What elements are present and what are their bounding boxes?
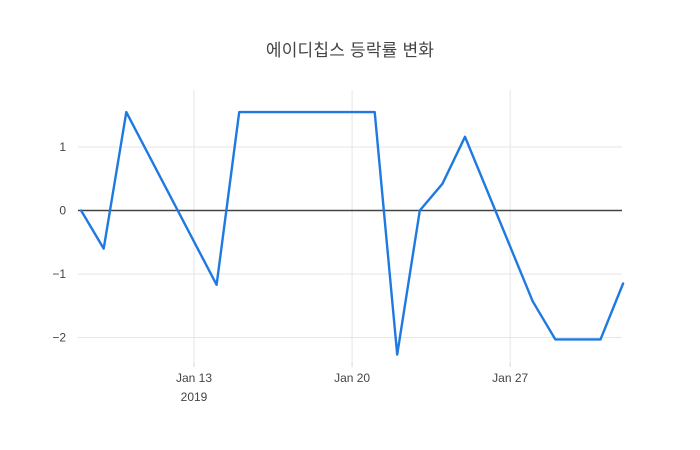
x-tick-year-label: 2019 — [181, 390, 208, 404]
y-tick-label: 1 — [59, 140, 66, 154]
x-tick-label: Jan 27 — [492, 371, 528, 385]
y-tick-label: −1 — [52, 267, 66, 281]
y-tick-label: 0 — [59, 204, 66, 218]
series-line[interactable] — [79, 110, 625, 356]
y-tick-label: −2 — [52, 331, 66, 345]
x-tick-label: Jan 13 — [176, 371, 212, 385]
x-tick-label: Jan 20 — [334, 371, 370, 385]
chart-title: 에이디칩스 등락률 변화 — [265, 41, 435, 60]
